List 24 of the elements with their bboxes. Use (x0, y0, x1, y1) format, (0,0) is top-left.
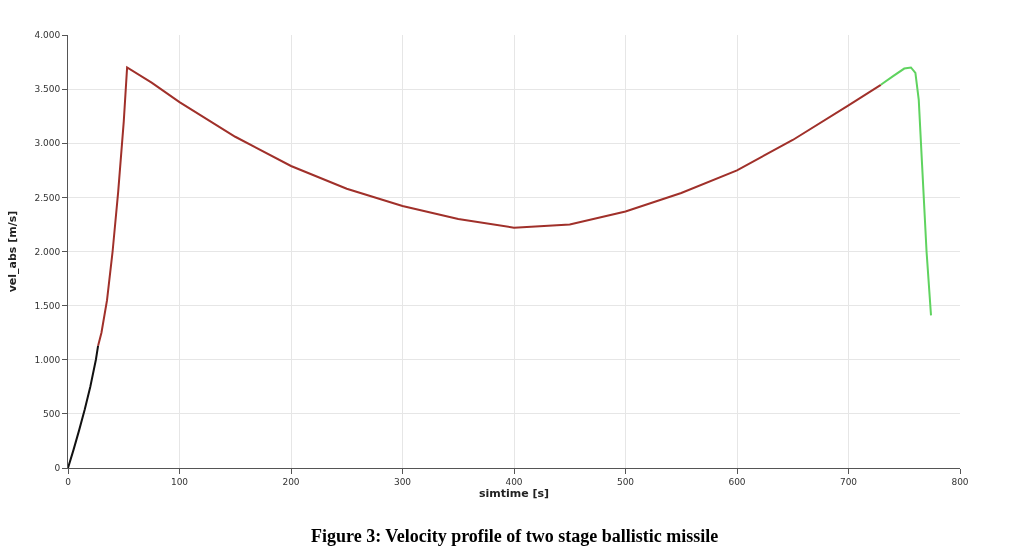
x-tick-label: 800 (951, 476, 969, 487)
x-tick-label: 400 (505, 476, 523, 487)
line-series (879, 66, 933, 317)
x-tick-label: 600 (728, 476, 746, 487)
y-axis-title: vel_abs [m/s] (6, 210, 20, 293)
y-tick-label: 3.500 (34, 84, 61, 95)
y-tick-label: 0 (54, 463, 61, 474)
y-tick-label: 4.000 (34, 30, 61, 41)
y-tick-label: 3.000 (34, 138, 61, 149)
y-tick-label: 500 (43, 409, 61, 420)
x-tick-label: 700 (839, 476, 858, 487)
y-tick-label: 1.000 (34, 354, 61, 365)
x-axis-title: simtime [s] (478, 486, 550, 500)
line-series (97, 66, 882, 347)
y-tick-label: 2.000 (34, 246, 61, 257)
line-series (68, 344, 100, 468)
x-tick-label: 300 (393, 476, 412, 487)
text: Figure 3: Velocity profile of two stage ballistic missile (311, 526, 719, 546)
y-tick-label: 2.500 (34, 192, 61, 203)
y-tick-label: 1.500 (34, 300, 61, 311)
x-tick-label: 200 (282, 476, 300, 487)
x-tick-label: 100 (170, 476, 189, 487)
x-tick-label: 500 (616, 476, 635, 487)
x-tick-label: 0 (65, 476, 72, 487)
